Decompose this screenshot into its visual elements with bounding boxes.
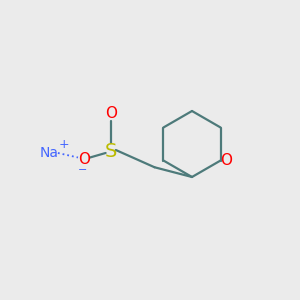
- Text: S: S: [105, 142, 117, 161]
- Text: O: O: [105, 106, 117, 122]
- Text: +: +: [58, 138, 69, 151]
- Text: Na: Na: [40, 146, 59, 160]
- Text: −: −: [78, 165, 87, 176]
- Text: O: O: [220, 153, 232, 168]
- Text: O: O: [78, 152, 90, 166]
